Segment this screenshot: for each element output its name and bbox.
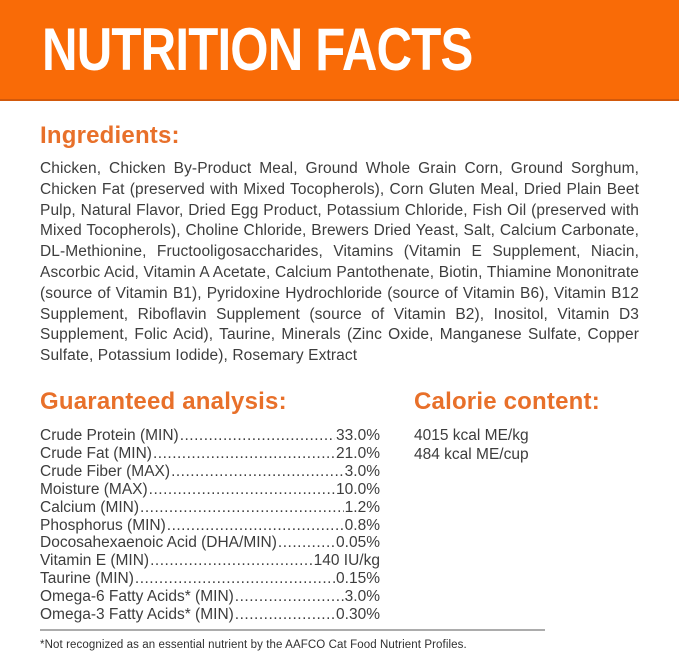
analysis-label: Moisture (MAX) <box>40 480 148 498</box>
header-band: NUTRITION FACTS <box>0 0 679 101</box>
analysis-row: Crude Fiber (MAX) 3.0% <box>40 463 380 481</box>
analysis-value: 3.0% <box>344 588 380 606</box>
analysis-row: Calcium (MIN) 1.2% <box>40 499 380 517</box>
footnote: *Not recognized as an essential nutrient… <box>40 638 467 651</box>
analysis-label: Omega-6 Fatty Acids* (MIN) <box>40 588 234 606</box>
analysis-row: Docosahexaenoic Acid (DHA/MIN) 0.05% <box>40 534 380 552</box>
analysis-row: Crude Protein (MIN) 33.0% <box>40 427 380 445</box>
bottom-crop-edge <box>40 629 545 631</box>
dot-leader <box>235 606 335 624</box>
analysis-value: 0.05% <box>336 534 380 552</box>
analysis-label: Crude Protein (MIN) <box>40 426 179 444</box>
analysis-value: 0.15% <box>336 570 380 588</box>
analysis-value: 1.2% <box>344 498 380 516</box>
analysis-row: Crude Fat (MIN) 21.0% <box>40 445 380 463</box>
analysis-row: Omega-3 Fatty Acids* (MIN) 0.30% <box>40 606 380 624</box>
analysis-label: Crude Fat (MIN) <box>40 444 152 462</box>
ingredients-text: Chicken, Chicken By-Product Meal, Ground… <box>40 160 639 365</box>
calorie-content-section: Calorie content: 4015 kcal ME/kg 484 kca… <box>414 388 600 624</box>
dot-leader <box>167 517 344 535</box>
dot-leader <box>150 552 313 570</box>
analysis-value: 3.0% <box>344 462 380 480</box>
calorie-content-heading: Calorie content: <box>414 387 600 415</box>
analysis-value: 10.0% <box>336 480 380 498</box>
analysis-row: Phosphorus (MIN) 0.8% <box>40 517 380 535</box>
calorie-line-cup: 484 kcal ME/cup <box>414 445 529 463</box>
analysis-label: Omega-3 Fatty Acids* (MIN) <box>40 606 234 624</box>
guaranteed-analysis-heading: Guaranteed analysis: <box>40 387 287 415</box>
analysis-row: Vitamin E (MIN) 140 IU/kg <box>40 552 380 570</box>
dot-leader <box>278 534 335 552</box>
analysis-value: 33.0% <box>336 426 380 444</box>
analysis-value: 0.8% <box>344 516 380 534</box>
dot-leader <box>149 481 335 499</box>
analysis-value: 140 IU/kg <box>313 552 380 570</box>
guaranteed-analysis-list: Crude Protein (MIN) 33.0% Crude Fat (MIN)… <box>40 427 380 624</box>
guaranteed-analysis-section: Guaranteed analysis: Crude Protein (MIN)… <box>40 388 380 624</box>
analysis-label: Calcium (MIN) <box>40 498 140 516</box>
dot-leader <box>153 445 335 463</box>
analysis-label: Vitamin E (MIN) <box>40 552 150 570</box>
dot-leader <box>171 463 344 481</box>
analysis-label: Docosahexaenoic Acid (DHA/MIN) <box>40 534 277 552</box>
analysis-value: 0.30% <box>336 606 380 624</box>
analysis-row: Moisture (MAX) 10.0% <box>40 481 380 499</box>
analysis-row: Omega-6 Fatty Acids* (MIN) 3.0% <box>40 588 380 606</box>
calorie-line-kg: 4015 kcal ME/kg <box>414 426 529 444</box>
analysis-label: Taurine (MIN) <box>40 570 134 588</box>
ingredients-heading: Ingredients: <box>40 122 180 149</box>
dot-leader <box>140 499 344 517</box>
analysis-row: Taurine (MIN) 0.15% <box>40 570 380 588</box>
analysis-calorie-columns: Guaranteed analysis: Crude Protein (MIN)… <box>40 388 639 624</box>
page-title: NUTRITION FACTS <box>42 15 473 83</box>
analysis-value: 21.0% <box>336 444 380 462</box>
dot-leader <box>180 427 335 445</box>
label-body: Ingredients: Chicken, Chicken By-Product… <box>0 122 679 651</box>
dot-leader <box>235 588 344 606</box>
analysis-label: Crude Fiber (MAX) <box>40 462 171 480</box>
dot-leader <box>135 570 335 588</box>
analysis-label: Phosphorus (MIN) <box>40 516 166 534</box>
